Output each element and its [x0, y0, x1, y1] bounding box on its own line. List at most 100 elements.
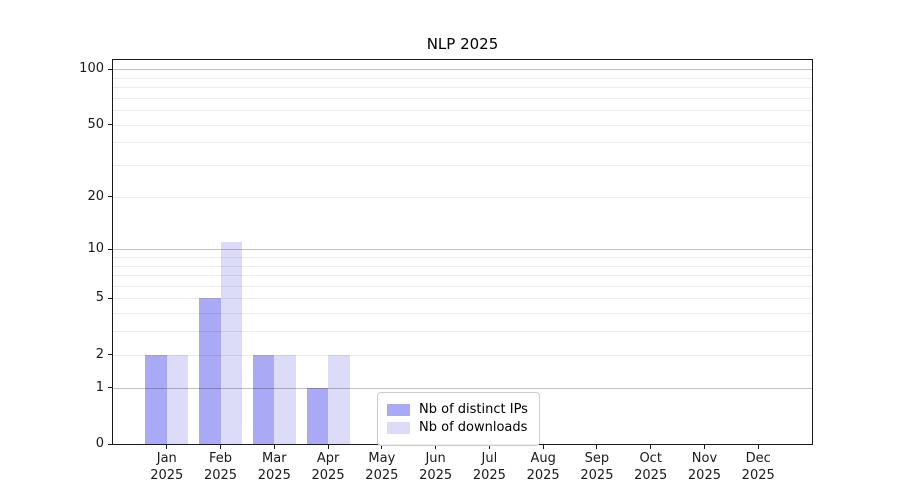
y-tick-5 — [108, 297, 113, 299]
x-tick-label-may: May 2025 — [342, 450, 422, 484]
y-tick-label-100: 100 — [79, 61, 104, 77]
y-tick-0 — [108, 443, 113, 445]
bar-distinct-ips-mar — [252, 354, 275, 444]
x-tick-label-sep: Sep 2025 — [557, 450, 637, 484]
plot-area — [112, 59, 813, 445]
x-tick-oct — [650, 445, 652, 449]
y-tick-label-5: 5 — [95, 290, 104, 306]
gridline-major-1 — [113, 387, 812, 389]
x-label-month: Nov — [691, 451, 718, 466]
legend-item-distinct-ips: Nb of distinct IPs — [387, 402, 528, 417]
x-label-month: Jul — [481, 451, 498, 466]
gridline-minor-60 — [113, 110, 812, 112]
x-label-year: 2025 — [526, 468, 560, 483]
x-tick-aug — [542, 445, 544, 449]
bar-distinct-ips-feb — [199, 298, 221, 444]
gridline-minor-8 — [113, 265, 812, 267]
legend-swatch-downloads — [387, 421, 410, 434]
x-label-month: Jan — [156, 451, 177, 466]
gridline-minor-7 — [113, 275, 812, 277]
legend: Nb of distinct IPs Nb of downloads — [377, 392, 540, 446]
legend-label-downloads: Nb of downloads — [419, 420, 528, 435]
y-tick-label-10: 10 — [87, 241, 104, 257]
x-tick-label-feb: Feb 2025 — [181, 450, 261, 484]
gridline-minor-30 — [113, 165, 812, 167]
x-tick-jul — [488, 445, 490, 449]
legend-swatch-distinct-ips — [387, 403, 410, 416]
x-label-month: May — [368, 451, 396, 466]
y-tick-1 — [108, 387, 113, 389]
bar-downloads-feb — [220, 242, 243, 444]
x-tick-label-jul: Jul 2025 — [449, 450, 529, 484]
x-tick-jan — [166, 445, 168, 449]
x-label-year: 2025 — [472, 468, 506, 483]
x-tick-label-mar: Mar 2025 — [234, 450, 314, 484]
gridline-minor-20 — [113, 196, 812, 198]
y-tick-50 — [108, 124, 113, 126]
x-tick-label-aug: Aug 2025 — [503, 450, 583, 484]
x-label-year: 2025 — [150, 468, 184, 483]
x-label-month: Dec — [745, 451, 771, 466]
x-label-year: 2025 — [634, 468, 668, 483]
x-tick-label-dec: Dec 2025 — [718, 450, 798, 484]
gridline-minor-6 — [113, 285, 812, 287]
x-label-month: Mar — [262, 451, 287, 466]
gridline-minor-2 — [113, 354, 812, 356]
x-tick-label-jan: Jan 2025 — [127, 450, 207, 484]
legend-item-downloads: Nb of downloads — [387, 420, 528, 435]
y-tick-10 — [108, 248, 113, 250]
y-tick-label-50: 50 — [87, 116, 104, 132]
x-tick-label-oct: Oct 2025 — [611, 450, 691, 484]
gridline-minor-40 — [113, 142, 812, 144]
bar-distinct-ips-jan — [145, 354, 167, 444]
x-label-month: Jun — [425, 451, 446, 466]
x-tick-may — [381, 445, 383, 449]
y-tick-20 — [108, 196, 113, 198]
x-tick-mar — [273, 445, 275, 449]
x-label-year: 2025 — [365, 468, 399, 483]
x-label-year: 2025 — [203, 468, 238, 483]
y-tick-label-2: 2 — [95, 346, 104, 362]
x-label-year: 2025 — [741, 468, 775, 483]
x-tick-nov — [703, 445, 705, 449]
bar-downloads-mar — [274, 354, 296, 444]
bar-distinct-ips-apr — [306, 387, 329, 444]
gridline-minor-9 — [113, 256, 812, 258]
x-label-month: Feb — [209, 451, 233, 466]
x-label-year: 2025 — [580, 468, 614, 483]
x-tick-jun — [435, 445, 437, 449]
gridline-major-100 — [113, 69, 812, 71]
x-tick-label-apr: Apr 2025 — [288, 450, 368, 484]
gridline-minor-4 — [113, 313, 812, 315]
x-tick-sep — [596, 445, 598, 449]
y-tick-100 — [108, 68, 113, 70]
y-tick-2 — [108, 354, 113, 356]
chart-title: NLP 2025 — [426, 35, 499, 53]
legend-label-distinct-ips: Nb of distinct IPs — [419, 402, 528, 417]
x-label-month: Oct — [639, 451, 662, 466]
gridline-minor-5 — [113, 298, 812, 300]
y-tick-label-0: 0 — [95, 436, 104, 451]
x-label-year: 2025 — [687, 468, 721, 483]
x-label-year: 2025 — [419, 468, 453, 483]
y-tick-label-1: 1 — [95, 379, 104, 395]
gridline-minor-70 — [113, 97, 812, 99]
x-label-year: 2025 — [257, 468, 291, 483]
y-tick-label-20: 20 — [87, 188, 104, 204]
gridline-minor-90 — [113, 77, 812, 79]
x-tick-label-jun: Jun 2025 — [396, 450, 476, 484]
gridline-minor-80 — [113, 87, 812, 89]
bar-downloads-jan — [166, 354, 189, 444]
x-tick-label-nov: Nov 2025 — [664, 450, 744, 484]
x-label-month: Apr — [316, 451, 340, 466]
x-label-month: Sep — [584, 451, 610, 466]
bar-downloads-apr — [328, 354, 350, 444]
gridline-major-10 — [113, 249, 812, 251]
gridline-minor-3 — [113, 331, 812, 333]
x-label-month: Aug — [530, 451, 556, 466]
x-tick-feb — [220, 445, 222, 449]
x-tick-dec — [757, 445, 759, 449]
x-label-year: 2025 — [311, 468, 345, 483]
gridline-minor-50 — [113, 124, 812, 126]
